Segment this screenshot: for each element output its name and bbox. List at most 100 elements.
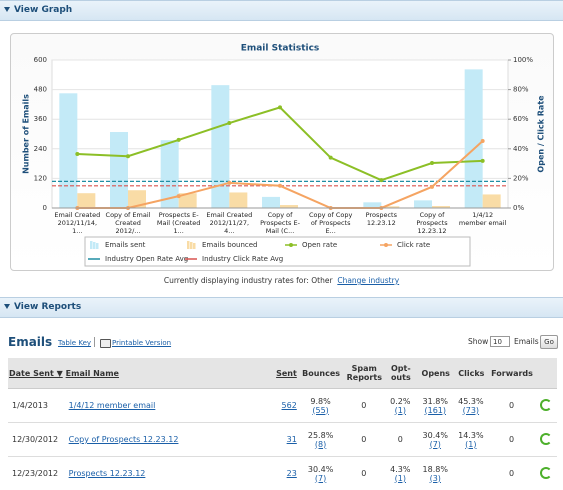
bar <box>128 190 146 208</box>
table-row: 12/23/2012 Prospects 12.23.12 23 30.4% (7) 0 4… <box>8 456 557 490</box>
page-size-select[interactable]: 10 <box>490 336 510 347</box>
change-industry-link[interactable]: Change industry <box>337 276 400 285</box>
column-header[interactable]: Clicks <box>454 358 489 389</box>
column-header[interactable]: Date Sent ▼ <box>8 358 65 389</box>
cell: 0.2% (1) <box>384 388 418 423</box>
cell-text[interactable]: Copy of Prospects 12.23.12 <box>68 435 179 444</box>
printable-link[interactable]: Printable Version <box>112 339 172 347</box>
cell-rate: 45.3% <box>458 396 484 406</box>
resend-icon[interactable] <box>540 398 553 411</box>
cell-rate: 14.3% <box>458 430 484 440</box>
cell: 1/4/2013 <box>8 388 65 423</box>
point <box>480 158 485 163</box>
bar <box>414 200 432 208</box>
point <box>328 155 333 160</box>
x-tick-label: 1/4/12 member email <box>458 211 507 227</box>
cell: 12/23/2012 <box>8 456 65 490</box>
go-button[interactable]: Go <box>540 335 558 349</box>
point <box>75 151 80 156</box>
table-key-link[interactable]: Table Key <box>58 339 92 347</box>
cell-count[interactable]: (7) <box>314 473 327 483</box>
cell: 9.8% (55) <box>297 388 345 423</box>
cell: 30.4% (7) <box>297 456 345 490</box>
cell <box>535 422 557 457</box>
legend-marker <box>384 243 388 247</box>
cell-count[interactable]: (73) <box>462 405 480 415</box>
cell: 0 <box>488 388 536 423</box>
chart: Email Statistics Number of Emails Open /… <box>22 44 546 267</box>
bar <box>363 202 382 208</box>
graph-panel-header[interactable]: View Graph <box>0 0 563 21</box>
legend-swatch <box>96 243 99 249</box>
x-tick-label: Copy of Prospects 12.23.12 <box>416 211 448 235</box>
x-tick-label: Copy of Email Created 2012/... <box>105 211 151 235</box>
header-row: Date Sent ▼ Email Name Sent Bounces Spam Rep… <box>8 358 557 389</box>
emails-title: Emails <box>8 335 53 349</box>
cell-text[interactable]: 1/4/12 member email <box>68 401 156 410</box>
cell-count[interactable]: (8) <box>314 439 327 449</box>
point <box>430 161 434 166</box>
cell: 4.3% (1) <box>384 456 418 490</box>
resend-icon[interactable] <box>540 466 553 479</box>
cell: 30.4% (7) <box>417 422 455 457</box>
cell: 23 <box>266 456 298 490</box>
cell-text[interactable]: 562 <box>281 401 297 410</box>
cell-count[interactable]: (7) <box>429 439 441 449</box>
cell-count[interactable]: (161) <box>424 405 446 415</box>
table-row: 12/30/2012 Copy of Prospects 12.23.12 31 25… <box>8 422 557 457</box>
y2-tick-label: 20% <box>513 174 529 182</box>
cell-count[interactable]: (1) <box>465 439 477 449</box>
resend-icon[interactable] <box>540 432 553 445</box>
bar <box>59 93 78 208</box>
cell-text[interactable]: 23 <box>286 469 297 478</box>
bar <box>178 193 197 208</box>
x-tick-label: Copy of Copy of Prospects E... <box>308 211 353 235</box>
legend-swatch <box>187 241 190 249</box>
column-header[interactable]: Email Name <box>64 358 267 389</box>
cell-text: 0 <box>361 401 367 410</box>
column-header <box>535 358 557 389</box>
cell-count[interactable]: (1) <box>394 405 406 415</box>
cell: 25.8% (8) <box>297 422 345 457</box>
y-tick-label: 120 <box>34 174 47 182</box>
cell-text: 0 <box>361 435 367 444</box>
y2-tick-label: 40% <box>513 145 529 153</box>
column-header[interactable]: Opens <box>417 358 455 389</box>
bar <box>280 205 298 208</box>
bar <box>262 196 280 208</box>
cell-rate: 18.8% <box>422 464 448 474</box>
cell-text: 12/23/2012 <box>12 469 59 478</box>
reports-panel-header[interactable]: View Reports <box>0 297 563 318</box>
y-axis-title: Number of Emails <box>22 94 31 174</box>
legend-box <box>84 236 471 267</box>
point <box>480 138 485 143</box>
y2-axis-title: Open / Click Rate <box>537 95 546 173</box>
point <box>176 194 181 199</box>
cell-text: 1/4/2013 <box>12 401 48 410</box>
cell-text: 0 <box>397 435 403 444</box>
y-tick-label: 600 <box>34 56 47 64</box>
legend-swatch <box>93 242 96 249</box>
column-header[interactable]: Bounces <box>297 358 345 389</box>
cell-rate: 9.8% <box>310 396 331 406</box>
cell-text: 0 <box>508 401 515 410</box>
cell-rate: 31.8% <box>422 396 448 406</box>
cell-count[interactable]: (1) <box>394 473 406 483</box>
column-header[interactable]: Forwards <box>488 358 536 389</box>
column-header[interactable]: Spam Reports <box>344 358 385 389</box>
y2-tick-label: 100% <box>513 56 533 64</box>
chart-title: Email Statistics <box>241 44 320 54</box>
cell-count[interactable]: (3) <box>429 473 441 483</box>
separator <box>94 337 95 347</box>
cell-count[interactable]: (55) <box>312 405 329 415</box>
legend-swatch <box>90 241 93 249</box>
page-size: 10 <box>493 338 502 346</box>
y-tick-label: 360 <box>34 115 47 123</box>
show-label: Show <box>468 337 489 346</box>
cell-text[interactable]: Prospects 12.23.12 <box>68 469 146 478</box>
column-header[interactable]: Opt-outs <box>384 358 418 389</box>
cell-text: 12/30/2012 <box>12 435 59 444</box>
y-tick-label: 240 <box>34 145 47 153</box>
cell-text[interactable]: 31 <box>286 435 297 444</box>
column-header[interactable]: Sent <box>266 358 298 389</box>
